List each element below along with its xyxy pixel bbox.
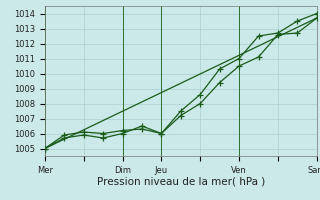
X-axis label: Pression niveau de la mer( hPa ): Pression niveau de la mer( hPa ) [97, 176, 265, 186]
